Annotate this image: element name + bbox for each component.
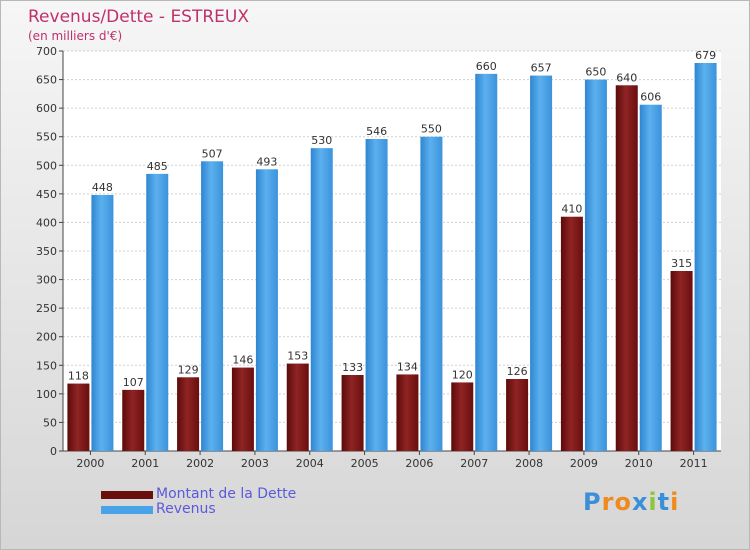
- data-label-debt: 410: [561, 203, 582, 216]
- y-tick-label: 450: [36, 188, 57, 201]
- data-label-revenue: 650: [585, 66, 606, 79]
- bar-debt: [670, 271, 693, 451]
- y-tick-label: 500: [36, 159, 57, 172]
- logo-letter: r: [601, 488, 615, 516]
- bar-revenue: [255, 169, 278, 452]
- x-tick-label: 2006: [405, 457, 433, 470]
- data-label-revenue: 507: [202, 147, 223, 160]
- bar-debt: [560, 216, 583, 451]
- logo-letter: i: [670, 488, 680, 516]
- x-tick-label: 2010: [625, 457, 653, 470]
- data-label-debt: 107: [123, 376, 144, 389]
- data-label-debt: 129: [178, 363, 199, 376]
- y-tick-label: 600: [36, 102, 57, 115]
- x-tick-label: 2004: [296, 457, 324, 470]
- y-tick-label: 550: [36, 131, 57, 144]
- y-tick-label: 200: [36, 331, 57, 344]
- y-tick-label: 0: [50, 445, 57, 458]
- bar-debt: [506, 379, 529, 451]
- proxiti-logo: Proxiti: [583, 488, 679, 516]
- logo-letter: i: [648, 488, 658, 516]
- bar-debt: [615, 85, 638, 452]
- data-label-debt: 153: [287, 350, 308, 363]
- x-tick-label: 2008: [515, 457, 543, 470]
- data-label-debt: 118: [68, 370, 89, 383]
- bar-revenue: [475, 73, 498, 451]
- y-tick-label: 150: [36, 359, 57, 372]
- bar-revenue: [91, 195, 114, 451]
- data-label-revenue: 660: [476, 60, 497, 73]
- bar-revenue: [639, 104, 662, 451]
- x-tick-label: 2009: [570, 457, 598, 470]
- bar-debt: [396, 374, 419, 451]
- x-tick-label: 2003: [241, 457, 269, 470]
- data-label-debt: 640: [616, 71, 637, 84]
- data-label-revenue: 485: [147, 160, 168, 173]
- bar-debt: [231, 367, 254, 451]
- y-tick-label: 350: [36, 245, 57, 258]
- bar-debt: [122, 389, 145, 451]
- data-label-revenue: 657: [531, 62, 552, 75]
- legend-swatch-debt: [101, 491, 153, 499]
- legend-swatch-revenue: [101, 506, 153, 514]
- bar-revenue: [584, 79, 607, 452]
- bar-revenue: [420, 136, 443, 451]
- legend-label-debt: Montant de la Dette: [156, 486, 297, 502]
- data-label-revenue: 679: [695, 49, 716, 62]
- data-label-debt: 126: [507, 365, 528, 378]
- y-tick-label: 250: [36, 302, 57, 315]
- y-tick-label: 650: [36, 74, 57, 87]
- bar-revenue: [201, 161, 224, 452]
- x-tick-label: 2011: [680, 457, 708, 470]
- data-label-revenue: 550: [421, 123, 442, 136]
- logo-letter: t: [657, 488, 671, 516]
- x-tick-label: 2002: [186, 457, 214, 470]
- data-label-debt: 120: [452, 368, 473, 381]
- logo-letter: o: [614, 488, 632, 516]
- data-label-debt: 133: [342, 361, 363, 374]
- logo-letter: x: [631, 488, 649, 516]
- bar-revenue: [365, 139, 388, 451]
- bar-debt: [451, 382, 474, 451]
- data-label-revenue: 546: [366, 125, 387, 138]
- legend-label-revenue: Revenus: [156, 501, 216, 517]
- y-tick-label: 100: [36, 388, 57, 401]
- bar-debt: [341, 375, 364, 451]
- bar-debt: [67, 383, 90, 451]
- x-tick-label: 2007: [460, 457, 488, 470]
- logo-letter: P: [583, 488, 602, 516]
- bar-debt: [177, 377, 200, 451]
- bar-debt: [286, 363, 309, 451]
- data-label-revenue: 530: [311, 134, 332, 147]
- bar-revenue: [694, 63, 717, 451]
- data-label-debt: 146: [232, 354, 253, 367]
- data-label-revenue: 493: [256, 155, 277, 168]
- y-tick-label: 400: [36, 216, 57, 229]
- chart-title: Revenus/Dette - ESTREUX: [28, 7, 249, 27]
- y-tick-label: 300: [36, 274, 57, 287]
- x-tick-label: 2001: [131, 457, 159, 470]
- y-tick-label: 700: [36, 45, 57, 58]
- chart-subtitle: (en milliers d'€): [28, 29, 123, 43]
- x-tick-label: 2005: [351, 457, 379, 470]
- data-label-revenue: 606: [640, 91, 661, 104]
- data-label-debt: 134: [397, 360, 418, 373]
- x-tick-label: 2000: [76, 457, 104, 470]
- bar-revenue: [146, 173, 169, 451]
- data-label-debt: 315: [671, 257, 692, 270]
- bar-revenue: [310, 148, 333, 451]
- y-tick-label: 50: [43, 416, 57, 429]
- data-label-revenue: 448: [92, 181, 113, 194]
- bar-revenue: [530, 75, 553, 452]
